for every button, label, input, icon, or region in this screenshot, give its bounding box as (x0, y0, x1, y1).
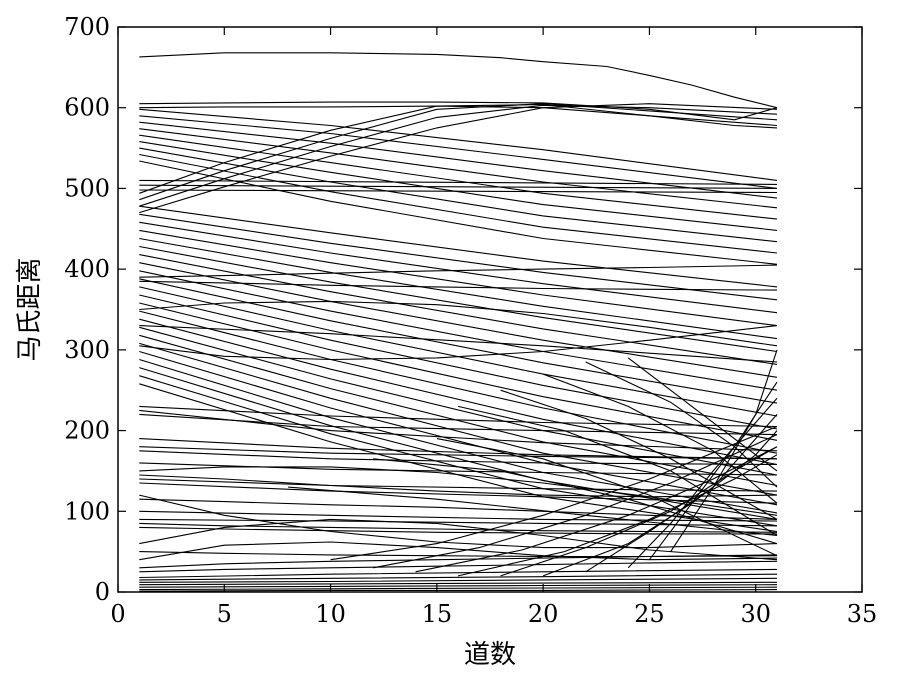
y-tick-label-3: 300 (64, 336, 110, 364)
y-axis-title: 马氏距离 (15, 257, 45, 361)
plot-frame (117, 26, 863, 593)
series-line-48 (139, 409, 778, 452)
x-tick-label-5: 25 (634, 600, 665, 628)
series-line-6 (139, 103, 778, 194)
x-tick-label-7: 35 (847, 600, 878, 628)
y-tick-label-6: 600 (64, 94, 110, 122)
series-line-47 (139, 405, 778, 428)
series-line-22 (139, 229, 778, 327)
y-tick-label-2: 200 (64, 417, 110, 445)
series-line-53 (139, 462, 778, 476)
series-line-59 (139, 498, 778, 520)
y-tick-label-5: 500 (64, 174, 110, 202)
y-tick-label-1: 100 (64, 497, 110, 525)
series-line-64 (139, 518, 778, 561)
axes-layer: 0 5 10 15 20 25 30 35 0 100 200 300 400 500 600 700 (64, 13, 877, 628)
series-line-55 (139, 474, 778, 498)
series-line-72 (139, 581, 778, 586)
series-line-50 (139, 438, 778, 460)
series-line-10 (139, 128, 778, 209)
series-line-86 (436, 438, 778, 557)
y-tick-label-4: 400 (64, 255, 110, 283)
series-line-56 (139, 478, 778, 492)
series-line-25 (139, 254, 778, 365)
series-line-70 (139, 573, 778, 581)
series-line-36 (139, 342, 778, 496)
x-axis-title: 道数 (464, 640, 516, 670)
series-line-16 (139, 179, 778, 185)
series-line-78 (415, 446, 778, 573)
series-line-17 (139, 184, 778, 189)
series-line-73 (139, 584, 778, 588)
series-line-3 (139, 103, 778, 214)
series-line-8 (139, 115, 778, 189)
y-tick-label-0: 0 (95, 578, 110, 606)
series-line-49 (139, 413, 778, 436)
series-line-43 (139, 280, 778, 291)
series-line-89 (542, 373, 778, 504)
series-line-87 (457, 405, 778, 536)
series-line-29 (139, 286, 778, 417)
series-line-45 (139, 300, 778, 347)
series-line-75 (139, 589, 778, 592)
series-line-7 (139, 108, 778, 181)
series-line-46 (139, 325, 778, 363)
series-line-76 (330, 425, 778, 561)
x-tick-label-2: 10 (315, 600, 346, 628)
series-layer (139, 52, 778, 592)
series-line-1 (139, 101, 778, 121)
series-line-33 (139, 318, 778, 466)
series-line-20 (139, 213, 778, 301)
series-line-74 (139, 586, 778, 591)
series-line-88 (500, 389, 778, 520)
series-line-34 (139, 326, 778, 476)
series-line-63 (139, 526, 777, 535)
series-line-83 (627, 397, 778, 569)
series-line-13 (139, 147, 778, 243)
x-tick-label-1: 5 (217, 600, 232, 628)
series-line-68 (139, 560, 778, 573)
series-line-51 (139, 446, 778, 460)
series-line-44 (139, 325, 778, 361)
x-tick-label-4: 20 (528, 600, 559, 628)
series-line-90 (585, 361, 778, 488)
series-line-14 (139, 153, 778, 254)
series-line-19 (139, 205, 778, 288)
series-line-24 (139, 245, 778, 353)
series-line-85 (670, 349, 778, 552)
series-line-66 (139, 541, 778, 561)
y-tick-label-7: 700 (64, 13, 110, 41)
series-line-31 (139, 302, 778, 441)
x-tick-label-6: 30 (740, 600, 771, 628)
series-line-60 (139, 510, 778, 522)
series-line-23 (139, 237, 778, 340)
series-line-91 (627, 357, 778, 472)
series-line-92 (373, 458, 778, 545)
series-line-93 (288, 486, 778, 537)
series-line-0 (139, 52, 778, 109)
series-line-27 (139, 270, 778, 391)
series-line-18 (139, 189, 778, 194)
series-line-69 (139, 568, 778, 579)
series-line-52 (139, 450, 778, 466)
series-line-9 (139, 121, 778, 199)
series-line-79 (457, 454, 778, 577)
series-line-12 (139, 141, 778, 231)
series-line-58 (139, 494, 778, 549)
x-tick-label-3: 15 (422, 600, 453, 628)
series-line-26 (139, 262, 778, 378)
series-line-21 (139, 221, 778, 314)
series-line-37 (139, 350, 778, 506)
series-line-38 (139, 358, 778, 514)
x-tick-label-0: 0 (110, 600, 125, 628)
series-line-42 (139, 264, 778, 278)
series-line-30 (139, 294, 778, 430)
series-line-71 (139, 577, 778, 583)
series-line-32 (139, 310, 778, 454)
series-line-80 (500, 446, 778, 577)
series-line-11 (139, 134, 778, 220)
series-line-67 (139, 554, 778, 569)
series-line-28 (139, 278, 778, 404)
